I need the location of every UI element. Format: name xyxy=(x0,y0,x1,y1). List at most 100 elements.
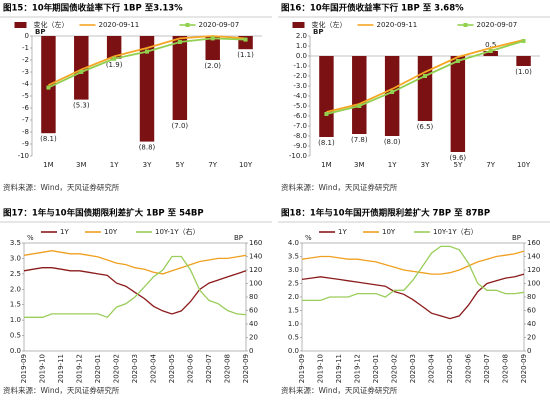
marker xyxy=(177,40,182,44)
line xyxy=(48,35,246,87)
y-tick-label: 2.0 xyxy=(288,293,299,301)
x-tick-label: 3M xyxy=(76,161,87,169)
x-tick-label: 2020-01 xyxy=(94,354,102,383)
y-unit: % xyxy=(27,234,34,242)
x-tick-label: 2020-08 xyxy=(224,354,232,383)
marker xyxy=(210,36,215,41)
legend-label: 变化（左） xyxy=(312,20,347,29)
y2-tick-label: 160 xyxy=(527,239,540,247)
y2-tick-label: 140 xyxy=(527,253,540,261)
line xyxy=(24,255,247,319)
y-tick-label: -8.0 xyxy=(293,132,307,140)
y-tick-label: 0.0 xyxy=(296,52,307,60)
legend-label: 1Y xyxy=(338,228,347,236)
legend-label: 1Y xyxy=(60,228,69,236)
y-tick-label: 3.0 xyxy=(288,266,299,274)
y-tick-label: -2.0 xyxy=(293,72,307,80)
bar xyxy=(417,56,433,121)
y2-tick-label: 60 xyxy=(249,307,258,315)
chart-title: 图15：10年期国债收益率下行 1BP 至3.13% xyxy=(3,3,183,14)
value-label: (8.1) xyxy=(318,139,335,147)
value-label: (2.0) xyxy=(204,62,221,70)
marker xyxy=(46,85,51,90)
x-tick-label: 7Y xyxy=(486,161,495,169)
y2-tick-label: 140 xyxy=(249,253,262,261)
y2-tick-label: 100 xyxy=(249,280,262,288)
x-tick-label: 2020-07 xyxy=(483,354,491,383)
chart-title: 图17：1年与10年国债期限利差扩大 1BP 至 54BP xyxy=(3,208,204,219)
value-label: (7.0) xyxy=(172,122,189,130)
y-tick-label: -4 xyxy=(22,80,30,88)
y-tick-label: 2.5 xyxy=(10,270,21,278)
line xyxy=(23,250,247,275)
value-label: (8.0) xyxy=(384,138,401,146)
y-tick-label: 2.0 xyxy=(10,285,21,293)
bar xyxy=(205,36,220,60)
x-tick-label: 2020-04 xyxy=(150,353,158,383)
x-tick-label: 2020-02 xyxy=(391,354,399,383)
x-tick-label: 5Y xyxy=(453,161,462,169)
y-tick-label: 1.0 xyxy=(296,42,307,50)
source-note: 资料来源：Wind，天风证券研究所 xyxy=(3,385,120,395)
x-tick-label: 5Y xyxy=(175,161,184,169)
x-tick-label: 3Y xyxy=(143,161,152,169)
y-tick-label: 3.5 xyxy=(288,253,299,261)
x-tick-label: 1M xyxy=(321,161,332,169)
marker xyxy=(145,49,149,54)
x-tick-label: 2019-10 xyxy=(39,354,47,383)
bar xyxy=(106,36,122,59)
marker xyxy=(79,70,84,74)
y-unit: % xyxy=(305,234,312,242)
value-label: (8.8) xyxy=(139,144,156,152)
y-tick-label: 1.5 xyxy=(10,301,21,309)
y-tick-label: 0.5 xyxy=(288,334,299,342)
y2-tick-label: 120 xyxy=(249,266,262,274)
y-tick-label: -1 xyxy=(22,44,29,52)
marker xyxy=(243,37,248,42)
legend-marker xyxy=(463,23,468,27)
x-tick-label: 10Y xyxy=(239,161,253,169)
value-label: (1.9) xyxy=(106,61,123,69)
legend-marker xyxy=(185,23,190,27)
y-tick-label: -5 xyxy=(22,92,29,100)
x-tick-label: 3M xyxy=(354,161,365,169)
x-tick-label: 2020-03 xyxy=(131,354,139,383)
x-tick-label: 2019-11 xyxy=(57,354,65,383)
y2-tick-label: 40 xyxy=(527,320,536,328)
x-tick-label: 2019-11 xyxy=(335,354,343,383)
marker xyxy=(112,56,117,61)
y2-tick-label: 60 xyxy=(527,307,536,315)
bar xyxy=(450,56,466,152)
x-tick-label: 3Y xyxy=(421,161,430,169)
x-tick-label: 2020-05 xyxy=(446,354,454,383)
y-tick-label: -3 xyxy=(22,68,29,76)
legend-label: 10Y-1Y（右） xyxy=(155,227,200,236)
x-tick-label: 2020-04 xyxy=(428,353,436,383)
x-tick-label: 2020-07 xyxy=(205,354,213,383)
x-tick-label: 2020-08 xyxy=(502,354,510,383)
marker xyxy=(324,112,329,116)
x-tick-label: 2020-01 xyxy=(372,354,380,383)
y-tick-label: 0.0 xyxy=(288,347,299,355)
source-note: 资料来源：Wind，天风证券研究所 xyxy=(281,385,398,395)
legend-label: 2020-09-07 xyxy=(199,21,240,29)
y-tick-label: 4.0 xyxy=(288,239,299,247)
y-tick-label: -10.0 xyxy=(289,152,307,160)
x-tick-label: 1M xyxy=(43,161,54,169)
legend-label: 变化（左） xyxy=(34,20,69,29)
y-tick-label: 1.0 xyxy=(288,320,299,328)
legend-label: 2020-09-11 xyxy=(377,21,418,29)
value-label: (1.1) xyxy=(237,51,254,59)
line xyxy=(302,245,525,302)
marker xyxy=(423,74,427,78)
bar xyxy=(74,36,89,100)
y-unit: BP xyxy=(35,28,45,36)
y2-tick-label: 80 xyxy=(249,293,258,301)
y2-tick-label: 40 xyxy=(249,320,258,328)
value-label: (6.5) xyxy=(417,123,434,131)
bar xyxy=(139,36,155,142)
line xyxy=(301,250,525,275)
value-label: (8.1) xyxy=(40,135,57,143)
marker xyxy=(488,49,493,53)
